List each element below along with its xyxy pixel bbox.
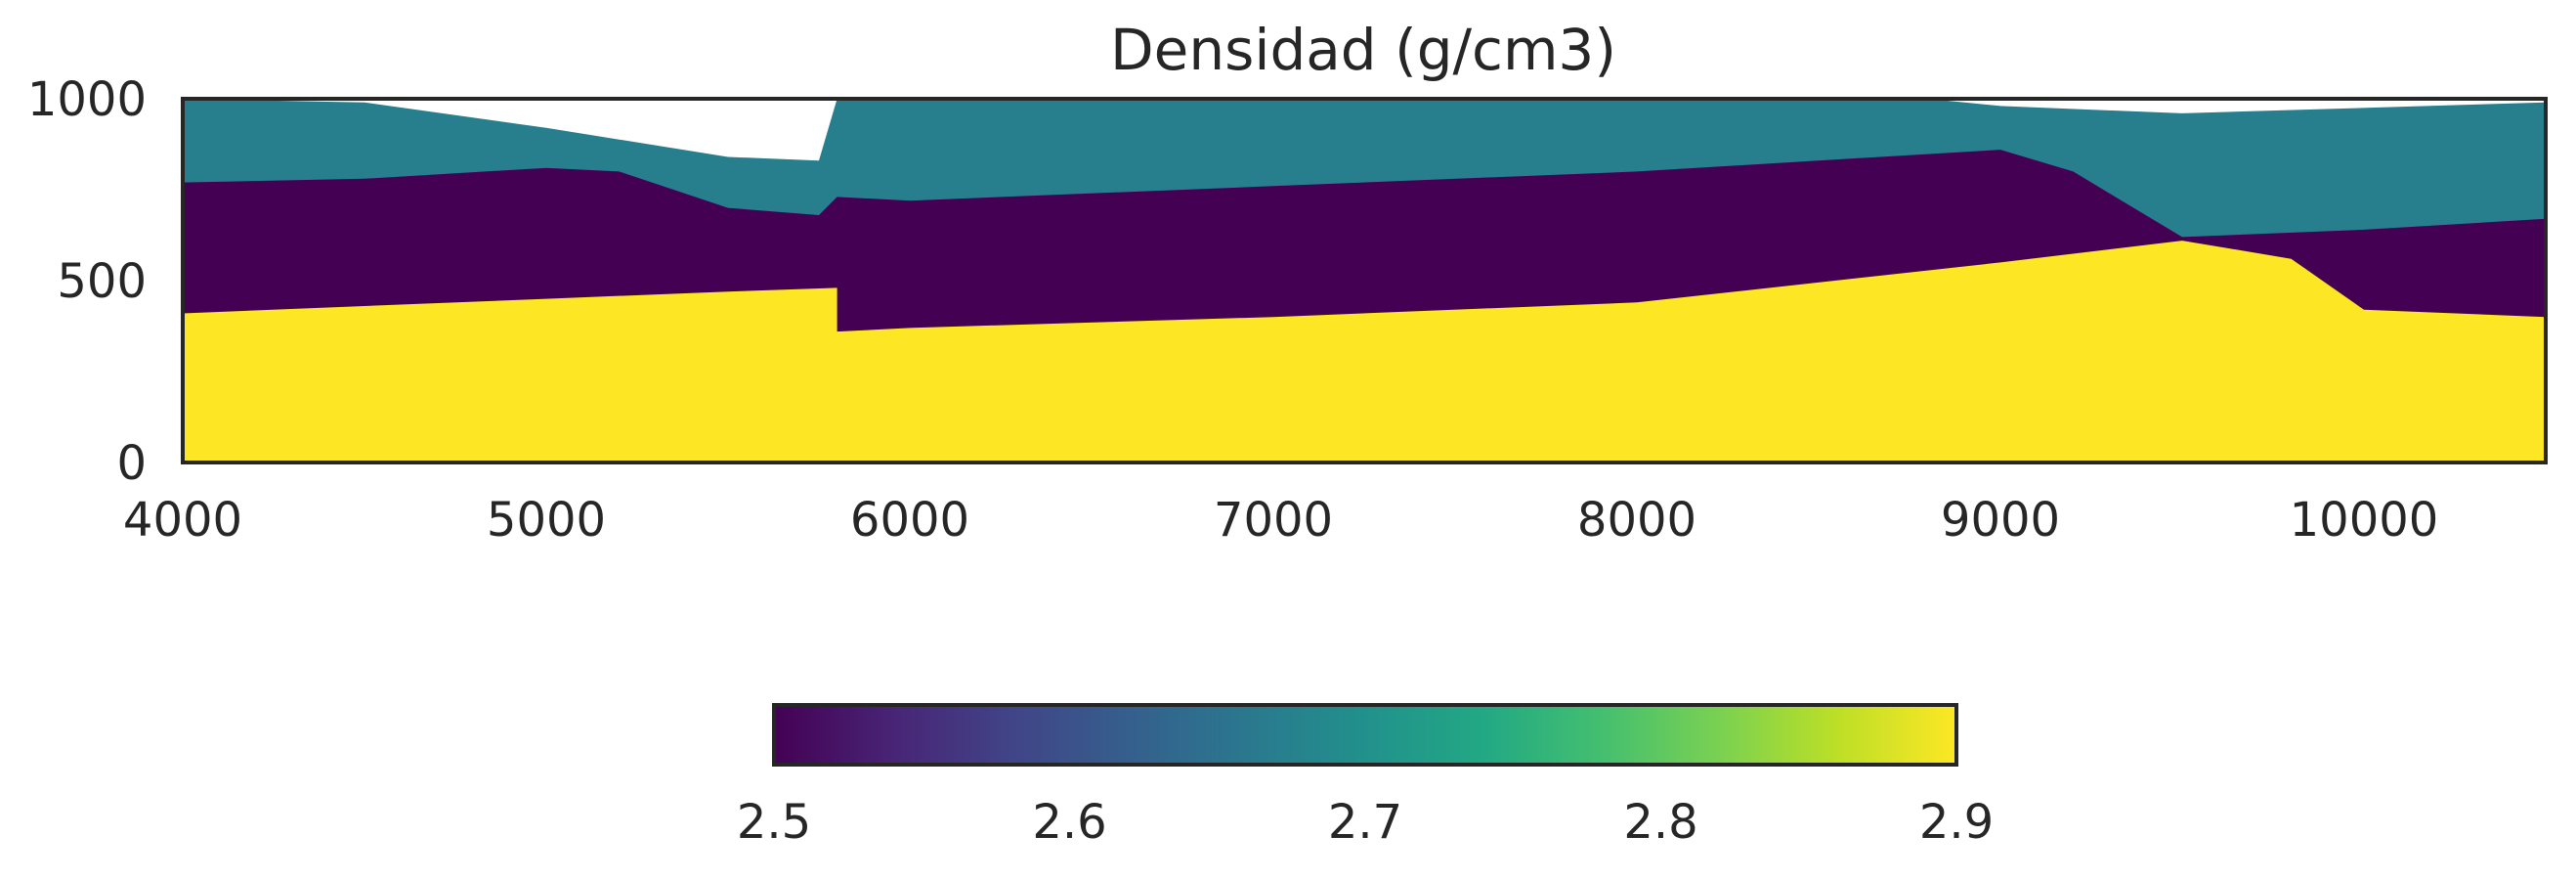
colorbar-tick-label: 2.6: [1032, 795, 1106, 850]
colorbar-tick-label: 2.5: [737, 795, 811, 850]
chart-title: Densidad (g/cm3): [1110, 17, 1616, 83]
colorbar-gradient: [772, 703, 1958, 767]
x-tick-label: 7000: [1214, 493, 1333, 548]
colorbar-tick-label: 2.7: [1328, 795, 1402, 850]
colorbar-tick-label: 2.8: [1623, 795, 1697, 850]
y-tick-label: 1000: [27, 72, 147, 127]
density-layers: [183, 99, 2546, 462]
colorbar: 2.5 2.6 2.7 2.8 2.9: [737, 703, 1994, 850]
colorbar-tick-label: 2.9: [1919, 795, 1994, 850]
y-axis-ticks: 0 500 1000: [27, 72, 147, 491]
y-tick-label: 0: [116, 436, 147, 491]
plot-frame: [181, 97, 2548, 464]
x-tick-label: 4000: [123, 493, 242, 548]
x-tick-label: 6000: [850, 493, 969, 548]
density-layer-middle: [183, 241, 2546, 462]
x-tick-label: 5000: [487, 493, 606, 548]
x-tick-label: 9000: [1941, 493, 2060, 548]
x-tick-label: 8000: [1577, 493, 1696, 548]
x-axis-ticks: 4000 5000 6000 7000 8000 9000 10000: [123, 493, 2438, 548]
plot-area: [181, 97, 2548, 464]
colorbar-ticks: 2.5 2.6 2.7 2.8 2.9: [737, 795, 1994, 850]
x-tick-label: 10000: [2290, 493, 2439, 548]
y-tick-label: 500: [57, 254, 147, 309]
